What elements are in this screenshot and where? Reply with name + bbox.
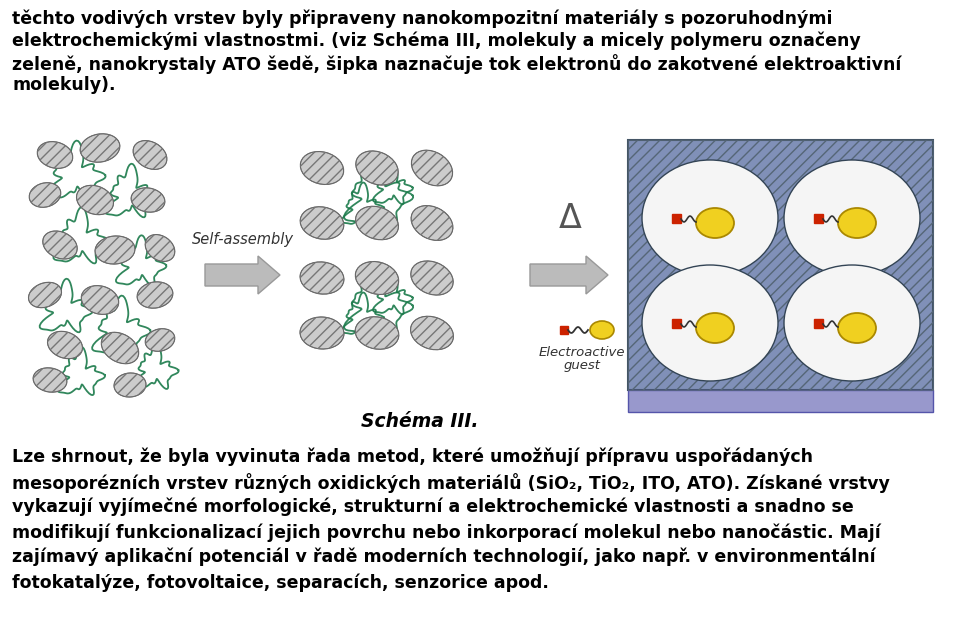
Ellipse shape	[80, 134, 120, 162]
Ellipse shape	[838, 313, 876, 343]
Ellipse shape	[696, 313, 734, 343]
Text: Lze shrnout, že byla vyvinuta řada metod, které umožňují přípravu uspořádaných: Lze shrnout, že byla vyvinuta řada metod…	[12, 448, 813, 467]
Ellipse shape	[590, 321, 614, 339]
Ellipse shape	[355, 262, 398, 294]
Ellipse shape	[37, 142, 73, 169]
Ellipse shape	[300, 262, 344, 294]
Ellipse shape	[145, 235, 175, 262]
Ellipse shape	[102, 332, 138, 363]
Ellipse shape	[355, 206, 398, 240]
Ellipse shape	[411, 206, 453, 240]
Bar	[672, 319, 681, 328]
Ellipse shape	[133, 140, 167, 169]
Ellipse shape	[77, 185, 113, 215]
Ellipse shape	[95, 236, 135, 264]
Text: Self-assembly: Self-assembly	[192, 232, 294, 247]
Bar	[814, 214, 823, 223]
Ellipse shape	[145, 329, 175, 351]
Text: molekuly).: molekuly).	[12, 76, 115, 94]
Ellipse shape	[784, 265, 920, 381]
Text: vykazují vyjímečné morfologické, strukturní a elektrochemické vlastnosti a snadn: vykazují vyjímečné morfologické, struktu…	[12, 498, 853, 517]
Ellipse shape	[411, 261, 453, 295]
Ellipse shape	[784, 160, 920, 276]
Text: mesoporézních vrstev různých oxidických materiálů (SiO₂, TiO₂, ITO, ATO). Získan: mesoporézních vrstev různých oxidických …	[12, 473, 890, 493]
Ellipse shape	[642, 160, 778, 276]
Text: zeleně, nanokrystaly ATO šedě, šipka naznačuje tok elektronů do zakotvené elektr: zeleně, nanokrystaly ATO šedě, šipka naz…	[12, 54, 901, 74]
Text: těchto vodivých vrstev byly připraveny nanokompozitní materiály s pozoruhodnými: těchto vodivých vrstev byly připraveny n…	[12, 10, 832, 28]
Ellipse shape	[355, 317, 398, 349]
Text: Electroactive: Electroactive	[539, 346, 625, 359]
Ellipse shape	[82, 286, 119, 314]
Text: guest: guest	[564, 359, 601, 372]
Ellipse shape	[300, 151, 344, 185]
Ellipse shape	[137, 282, 173, 308]
Ellipse shape	[696, 208, 734, 238]
Text: fotokatalýze, fotovoltaice, separacích, senzorice apod.: fotokatalýze, fotovoltaice, separacích, …	[12, 573, 549, 592]
Ellipse shape	[411, 316, 453, 350]
Ellipse shape	[132, 188, 165, 212]
Ellipse shape	[412, 150, 452, 186]
Ellipse shape	[43, 231, 77, 259]
Ellipse shape	[47, 331, 83, 359]
Text: Δ: Δ	[559, 202, 582, 235]
Ellipse shape	[356, 151, 398, 185]
Ellipse shape	[642, 265, 778, 381]
Ellipse shape	[300, 207, 344, 239]
Text: zajímavý aplikační potenciál v řadě moderních technologií, jako např. v environm: zajímavý aplikační potenciál v řadě mode…	[12, 548, 876, 567]
Ellipse shape	[29, 183, 60, 207]
Bar	[628, 140, 933, 390]
Ellipse shape	[300, 317, 344, 349]
Bar	[560, 326, 568, 334]
Ellipse shape	[29, 282, 61, 308]
Text: Schéma III.: Schéma III.	[361, 412, 479, 431]
Bar	[672, 214, 681, 223]
Bar	[628, 390, 933, 412]
FancyArrow shape	[205, 256, 280, 294]
Text: elektrochemickými vlastnostmi. (viz Schéma III, molekuly a micely polymeru označ: elektrochemickými vlastnostmi. (viz Sché…	[12, 32, 861, 51]
Ellipse shape	[838, 208, 876, 238]
Ellipse shape	[114, 373, 146, 397]
Bar	[628, 140, 933, 390]
Bar	[814, 319, 823, 328]
Ellipse shape	[34, 368, 67, 392]
FancyArrow shape	[530, 256, 608, 294]
Text: modifikují funkcionalizací jejich povrchu nebo inkorporací molekul nebo nanočást: modifikují funkcionalizací jejich povrch…	[12, 523, 880, 542]
